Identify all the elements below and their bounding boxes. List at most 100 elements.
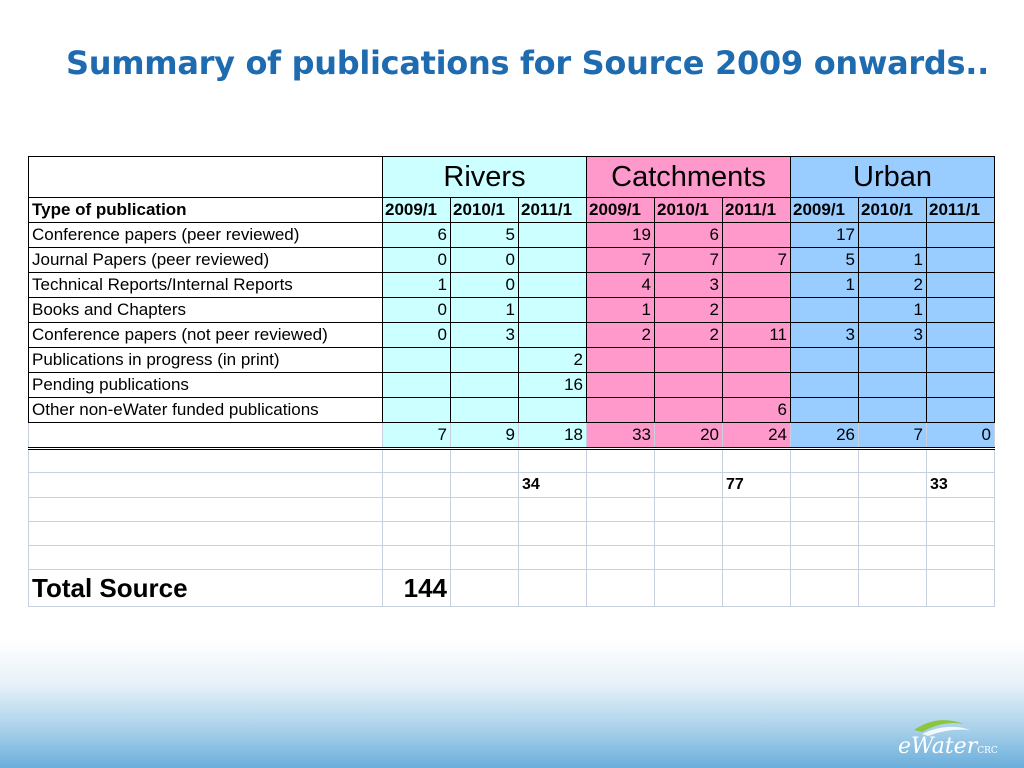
- table-row: Other non-eWater funded publications 6: [28, 397, 995, 423]
- empty-cell: [790, 448, 859, 473]
- empty-cell: [790, 472, 859, 498]
- empty-cell: [450, 569, 519, 607]
- table-cell: [790, 297, 859, 323]
- year-header: 2010/1: [450, 197, 519, 223]
- empty-cell: [586, 448, 655, 473]
- group-urban: Urban: [790, 156, 995, 198]
- empty-cell: [518, 497, 587, 522]
- table-cell: [926, 247, 995, 273]
- ewater-logo-icon: [914, 720, 970, 736]
- table-cell: 1: [586, 297, 655, 323]
- table-cell: [518, 272, 587, 298]
- empty-cell: [450, 472, 519, 498]
- table-row: Journal Papers (peer reviewed) 0 0 7 7 7 5 1: [28, 247, 995, 273]
- empty-cell: [28, 521, 383, 546]
- column-total: 0: [926, 422, 995, 450]
- empty-cell: [790, 569, 859, 607]
- table-cell: [654, 347, 723, 373]
- column-total: 9: [450, 422, 519, 450]
- table-cell: 16: [518, 372, 587, 398]
- type-header: Type of publication: [28, 197, 383, 223]
- empty-cell: [518, 569, 587, 607]
- table-cell: [926, 397, 995, 423]
- table-cell: [926, 347, 995, 373]
- table-cell: [722, 272, 791, 298]
- table-row: Conference papers (not peer reviewed) 0 3 2…: [28, 322, 995, 348]
- year-header: 2009/1: [586, 197, 655, 223]
- table-cell: 1: [858, 247, 927, 273]
- table-cell: [586, 347, 655, 373]
- ewater-logo-text: eWaterCRC: [898, 734, 998, 759]
- column-total: 26: [790, 422, 859, 450]
- empty-cell: [586, 472, 655, 498]
- group-header-blank: [28, 156, 383, 198]
- empty-cell: [654, 521, 723, 546]
- total-source-row: Total Source 144: [28, 569, 995, 607]
- empty-cell: [382, 545, 451, 570]
- table-cell: 7: [586, 247, 655, 273]
- table-cell: [518, 222, 587, 248]
- empty-cell: [722, 497, 791, 522]
- empty-cell: [926, 569, 995, 607]
- table-cell: 7: [654, 247, 723, 273]
- row-label: Pending publications: [28, 372, 383, 398]
- table-cell: 7: [722, 247, 791, 273]
- group-total-catchments: 77: [722, 472, 791, 498]
- empty-cell: [654, 448, 723, 473]
- empty-cell: [28, 497, 383, 522]
- table-cell: [926, 322, 995, 348]
- empty-cell: [382, 472, 451, 498]
- empty-cell: [858, 448, 927, 473]
- year-header: 2011/1: [926, 197, 995, 223]
- empty-cell: [722, 569, 791, 607]
- table-cell: [926, 222, 995, 248]
- empty-cell: [790, 521, 859, 546]
- table-cell: 3: [858, 322, 927, 348]
- table-row: Pending publications 16: [28, 372, 995, 398]
- empty-cell: [722, 545, 791, 570]
- year-header: 2010/1: [858, 197, 927, 223]
- slide-title: Summary of publications for Source 2009 …: [66, 44, 989, 82]
- empty-cell: [926, 545, 995, 570]
- table-cell: 0: [450, 272, 519, 298]
- column-total: 7: [858, 422, 927, 450]
- empty-cell: [586, 545, 655, 570]
- empty-cell: [450, 521, 519, 546]
- table-cell: 1: [790, 272, 859, 298]
- table-cell: [654, 397, 723, 423]
- empty-cell: [926, 521, 995, 546]
- empty-cell: [586, 521, 655, 546]
- empty-cell: [382, 497, 451, 522]
- table-cell: [518, 397, 587, 423]
- empty-cell: [790, 545, 859, 570]
- year-header: 2010/1: [654, 197, 723, 223]
- total-source-label: Total Source: [28, 569, 383, 607]
- table-cell: [722, 222, 791, 248]
- empty-cell: [450, 497, 519, 522]
- empty-cell: [858, 472, 927, 498]
- empty-cell: [654, 497, 723, 522]
- empty-cell: [28, 545, 383, 570]
- table-cell: [926, 372, 995, 398]
- table-cell: [450, 397, 519, 423]
- table-cell: [450, 347, 519, 373]
- totals-label-blank: [28, 422, 383, 450]
- group-rivers: Rivers: [382, 156, 587, 198]
- spacer-row: [28, 497, 995, 522]
- year-header: 2009/1: [382, 197, 451, 223]
- table-cell: 19: [586, 222, 655, 248]
- table-cell: [858, 372, 927, 398]
- table-row: Books and Chapters 0 1 1 2 1: [28, 297, 995, 323]
- column-total: 33: [586, 422, 655, 450]
- column-totals-row: 7 9 18 33 20 24 26 7 0: [28, 422, 995, 450]
- group-totals-row: 34 77 33: [28, 472, 995, 498]
- empty-cell: [382, 521, 451, 546]
- row-label: Technical Reports/Internal Reports: [28, 272, 383, 298]
- empty-cell: [654, 569, 723, 607]
- table-cell: [586, 397, 655, 423]
- empty-cell: [382, 448, 451, 473]
- empty-cell: [518, 448, 587, 473]
- empty-cell: [722, 448, 791, 473]
- group-total-urban: 33: [926, 472, 995, 498]
- publications-table: Rivers Catchments Urban Type of publicat…: [28, 156, 995, 607]
